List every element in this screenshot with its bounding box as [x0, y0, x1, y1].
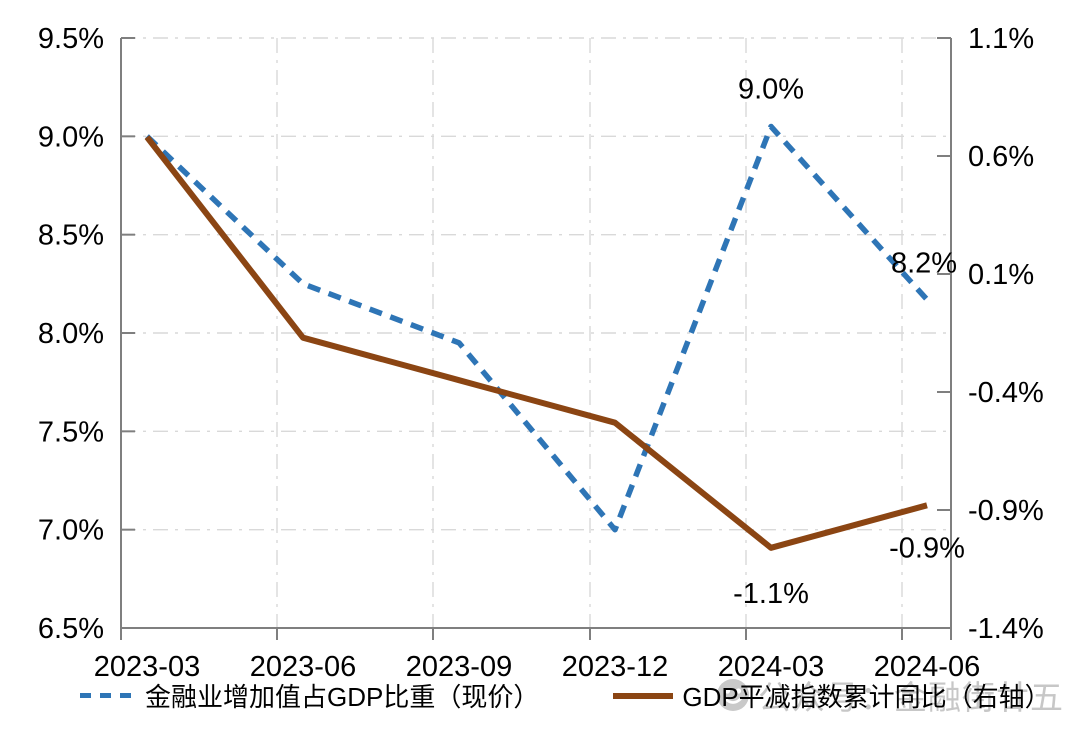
left-axis-tick-label: 9.0% [38, 121, 104, 153]
x-axis-tick-label: 2023-06 [250, 651, 356, 683]
right-axis-tick-label: 0.6% [968, 141, 1034, 173]
left-axis-tick-label: 8.0% [38, 318, 104, 350]
legend-item-financial-share: 金融业增加值占GDP比重（现价） [80, 677, 539, 714]
x-axis-tick-label: 2024-06 [874, 651, 980, 683]
legend-label-gdp-deflator: GDP平减指数累计同比（右轴） [682, 682, 1051, 712]
x-axis-tick-label: 2024-03 [718, 651, 824, 683]
right-axis-tick-label: -0.4% [968, 377, 1044, 409]
legend-label-financial-share: 金融业增加值占GDP比重（现价） [145, 682, 540, 712]
data-label: 8.2% [891, 248, 957, 280]
data-label: -0.9% [889, 532, 965, 564]
legend-dashed-line-sample [80, 693, 136, 698]
left-axis-tick-label: 8.5% [38, 220, 104, 252]
series-line-gdp-deflator [144, 135, 928, 551]
watermark-text: 公众号：金融街廿五 [758, 679, 1064, 716]
data-label: 9.0% [738, 74, 804, 106]
left-axis-tick-label: 7.5% [38, 416, 104, 448]
watermark-smiley-icon [717, 679, 749, 711]
right-axis-tick-label: -1.4% [968, 613, 1044, 645]
legend: 金融业增加值占GDP比重（现价） GDP平减指数累计同比（右轴） [80, 677, 1051, 714]
series-line-financial-share [145, 123, 930, 533]
x-axis-tick-label: 2023-03 [94, 651, 200, 683]
right-axis-tick-label: 0.1% [968, 259, 1034, 291]
data-label: -1.1% [733, 578, 809, 610]
left-axis-tick-label: 6.5% [38, 613, 104, 645]
x-axis-tick-label: 2023-09 [406, 651, 512, 683]
left-axis-tick-label: 7.0% [38, 515, 104, 547]
left-axis-tick-label: 9.5% [38, 23, 104, 55]
x-axis-tick-label: 2023-12 [562, 651, 668, 683]
watermark: 公众号：金融街廿五 [716, 671, 1064, 719]
right-axis-tick-label: -0.9% [968, 495, 1044, 527]
legend-solid-line-sample [613, 692, 674, 699]
right-axis-tick-label: 1.1% [968, 23, 1034, 55]
legend-item-gdp-deflator: GDP平减指数累计同比（右轴） [613, 677, 1051, 714]
